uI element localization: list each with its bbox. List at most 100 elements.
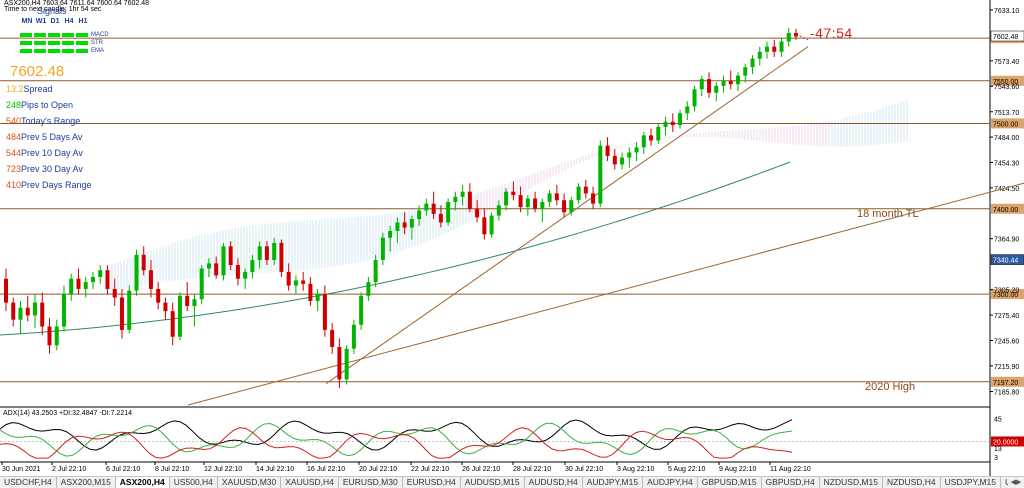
chart-tab[interactable]: NZDUSD,H4 [883,477,941,488]
candle-body [685,106,690,114]
candle-body [772,46,777,52]
candle-body [177,295,182,337]
candle-body [460,191,465,197]
x-tick-label: 8 Jul 22:10 [155,466,189,473]
signal-cell [34,49,46,53]
candle-body [185,295,190,307]
timeframe-label: MN [21,18,33,25]
candle-body [736,75,741,85]
signal-row: MACD [20,31,109,39]
signal-cell [48,49,60,53]
adx-axis-label: 3 [994,455,998,462]
x-tick-label: 28 Jul 22:10 [513,466,551,473]
candle-body [148,270,153,289]
chart-tab[interactable]: NZDUSD,M15 [820,477,883,488]
adx-axis-label: 13 [994,446,1002,453]
candle-body [47,326,52,346]
chart-tab[interactable]: AUDUSD,M15 [461,477,525,488]
candle-body [707,79,712,93]
signal-cell [76,49,88,53]
candle-body [134,254,139,291]
stat-label: Pips to Open [21,100,74,110]
candle-body [395,222,400,231]
x-tick-label: 30 Jul 22:10 [565,466,603,473]
chart-tab[interactable]: USDJPY,M15 [941,477,1001,488]
stat-value: 544 [6,148,22,158]
chart-tab[interactable]: GBPUSD,M15 [698,477,762,488]
candle-body [786,33,791,42]
chart-tab[interactable]: AUDJPY,M15 [583,477,644,488]
candle-body [453,196,458,202]
candle-body [489,215,494,235]
price-marker-text: 7602.48 [993,34,1018,41]
x-tick-label: 22 Jul 22:10 [411,466,449,473]
candle-body [583,186,588,194]
stat-label: Prev 30 Day Av [21,164,83,174]
chart-tab[interactable]: ASX200,H4 [115,477,170,488]
symbol-ohlc-line: ASX200,H4 7603.64 7611.64 7600.64 7602.4… [4,0,150,7]
y-tick-label: 7484.00 [994,135,1019,142]
stat-label: Today's Range [21,116,81,126]
level-tag-text: 7500.00 [993,121,1018,128]
chart-tab[interactable]: US500,H4 [170,477,218,488]
x-tick-label: 30 Jun 2021 [2,466,41,473]
level-tag-text: 7400.00 [993,207,1018,214]
chart-tab[interactable]: EURUSD,M30 [339,477,403,488]
adx-indicator-label: ADX(14) 43.2503 +DI:32.4847 -DI:7.2214 [3,410,133,417]
candle-body [721,80,726,86]
chart-tab[interactable]: GBPUSD,H4 [762,477,820,488]
chart-tab[interactable]: AUDUSD,H4 [525,477,583,488]
candle-body [293,280,298,286]
candle-body [533,198,538,209]
chart-tab[interactable]: XAUUSD,M30 [218,477,282,488]
stat-row: 540Today's Range [6,116,92,132]
candle-body [315,294,320,301]
candle-body [235,265,240,279]
candle-body [496,205,501,216]
candle-body [301,280,306,284]
candle-body [264,246,269,260]
candle-body [641,135,646,148]
candle-body [757,51,762,59]
candle-body [243,271,248,279]
chart-tab[interactable]: XAUUSD,H4 [281,477,339,488]
candle-body [605,145,610,156]
candle-body [330,329,335,347]
candle-body [199,268,204,300]
y-tick-label: 7245.60 [994,338,1019,345]
x-tick-label: 26 Jul 22:10 [462,466,500,473]
candle-body [344,348,349,380]
candle-body [279,242,284,272]
moving-average-line [0,161,791,336]
stat-label: Spread [23,84,53,94]
high-level-label: 2020 High [865,381,916,393]
signals-title: Signals [37,6,67,16]
stat-row: 410Prev Days Range [6,180,92,196]
y-tick-label: 7185.80 [994,390,1019,397]
tab-scroll-arrows-icon[interactable]: ◀▶ [1008,477,1024,488]
x-tick-label: 9 Aug 22:10 [719,466,756,473]
candle-body [32,302,37,316]
chart-tab[interactable]: AUDJPY,H4 [643,477,698,488]
stat-row: 248Pips to Open [6,100,92,116]
signal-row: STR [20,39,109,47]
signal-cell [48,41,60,45]
signal-cell [48,33,60,37]
candle-body [119,297,124,330]
candle-body [206,263,211,269]
candle-timer-line: Time to next candle: 1hr 54 sec [4,6,102,13]
signals-grid: MACD STR EMA [20,31,109,55]
candle-body [272,242,277,260]
candle-body [649,135,654,141]
signal-indicator-label: STR [91,40,103,46]
chart-tab[interactable]: ASX200,M15 [57,477,116,488]
trendline-18-month [187,182,1024,406]
candle-body [373,259,378,283]
candle-body [475,208,480,218]
chart-tab[interactable]: USDCHF,H4 [0,477,57,488]
chart-tab[interactable]: EURUSD,H4 [403,477,461,488]
trendline-short [325,46,809,385]
stat-value: 13.2 [6,84,24,94]
